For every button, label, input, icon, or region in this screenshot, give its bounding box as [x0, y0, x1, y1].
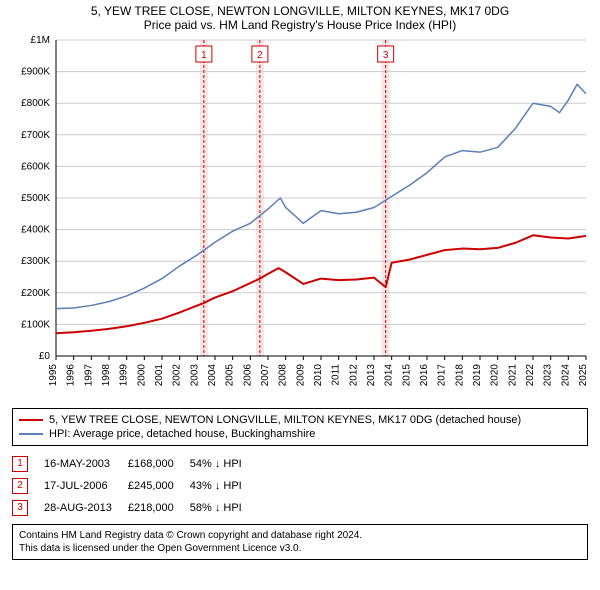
sale-diff: 54% ↓ HPI: [190, 456, 258, 472]
svg-text:£300K: £300K: [21, 256, 50, 267]
chart-title: 5, YEW TREE CLOSE, NEWTON LONGVILLE, MIL…: [8, 4, 592, 18]
svg-text:3: 3: [383, 50, 389, 61]
svg-text:1998: 1998: [101, 364, 112, 387]
svg-text:£700K: £700K: [21, 130, 50, 141]
table-row: 2 17-JUL-2006 £245,000 43% ↓ HPI: [12, 478, 258, 494]
sale-price: £168,000: [128, 456, 190, 472]
svg-text:2023: 2023: [543, 364, 554, 387]
legend-row-property: 5, YEW TREE CLOSE, NEWTON LONGVILLE, MIL…: [19, 413, 581, 427]
svg-text:2024: 2024: [560, 364, 571, 387]
svg-text:2003: 2003: [189, 364, 200, 387]
sale-marker-1: 1: [12, 456, 28, 472]
sale-price: £245,000: [128, 478, 190, 494]
svg-text:2022: 2022: [525, 364, 536, 387]
chart-subtitle: Price paid vs. HM Land Registry's House …: [8, 18, 592, 32]
svg-text:£1M: £1M: [31, 35, 50, 46]
svg-text:£200K: £200K: [21, 288, 50, 299]
svg-text:£400K: £400K: [21, 225, 50, 236]
svg-text:£800K: £800K: [21, 98, 50, 109]
sale-diff: 58% ↓ HPI: [190, 500, 258, 516]
svg-text:2010: 2010: [313, 364, 324, 387]
svg-text:2015: 2015: [401, 364, 412, 387]
svg-text:2012: 2012: [348, 364, 359, 387]
svg-text:£100K: £100K: [21, 319, 50, 330]
svg-text:2021: 2021: [507, 364, 518, 387]
sale-date: 16-MAY-2003: [44, 456, 128, 472]
legend-label-hpi: HPI: Average price, detached house, Buck…: [49, 428, 315, 440]
svg-text:1997: 1997: [83, 364, 94, 387]
svg-text:2002: 2002: [172, 364, 183, 387]
table-row: 3 28-AUG-2013 £218,000 58% ↓ HPI: [12, 500, 258, 516]
footer-line2: This data is licensed under the Open Gov…: [19, 542, 581, 555]
svg-text:2007: 2007: [260, 364, 271, 387]
sale-marker-2: 2: [12, 478, 28, 494]
svg-text:2001: 2001: [154, 364, 165, 387]
svg-text:1: 1: [201, 50, 207, 61]
sales-table: 1 16-MAY-2003 £168,000 54% ↓ HPI 2 17-JU…: [12, 450, 258, 522]
svg-text:2013: 2013: [366, 364, 377, 387]
footer-line1: Contains HM Land Registry data © Crown c…: [19, 529, 581, 542]
svg-text:2019: 2019: [472, 364, 483, 387]
sale-date: 28-AUG-2013: [44, 500, 128, 516]
svg-text:1999: 1999: [119, 364, 130, 387]
svg-text:2025: 2025: [578, 364, 589, 387]
legend-swatch-property: [19, 419, 43, 421]
svg-text:£0: £0: [39, 351, 51, 362]
chart-area: £0 £100K £200K £300K £400K £500K £600K £700K £80…: [0, 34, 600, 404]
svg-text:2009: 2009: [295, 364, 306, 387]
svg-text:1996: 1996: [66, 364, 77, 387]
sale-price: £218,000: [128, 500, 190, 516]
legend-label-property: 5, YEW TREE CLOSE, NEWTON LONGVILLE, MIL…: [49, 414, 521, 426]
svg-text:2005: 2005: [225, 364, 236, 387]
svg-text:2016: 2016: [419, 364, 430, 387]
footer: Contains HM Land Registry data © Crown c…: [12, 524, 588, 560]
svg-text:£500K: £500K: [21, 193, 50, 204]
svg-text:2014: 2014: [384, 364, 395, 387]
svg-text:2006: 2006: [242, 364, 253, 387]
sale-date: 17-JUL-2006: [44, 478, 128, 494]
legend-swatch-hpi: [19, 433, 43, 435]
chart-svg: £0 £100K £200K £300K £400K £500K £600K £700K £80…: [0, 34, 600, 404]
svg-text:2: 2: [257, 50, 263, 61]
sale-marker-3: 3: [12, 500, 28, 516]
svg-text:2020: 2020: [490, 364, 501, 387]
legend-row-hpi: HPI: Average price, detached house, Buck…: [19, 427, 581, 441]
svg-text:2017: 2017: [437, 364, 448, 387]
svg-text:2011: 2011: [331, 364, 342, 386]
legend: 5, YEW TREE CLOSE, NEWTON LONGVILLE, MIL…: [12, 408, 588, 446]
sale-diff: 43% ↓ HPI: [190, 478, 258, 494]
svg-text:2008: 2008: [278, 364, 289, 387]
svg-text:£600K: £600K: [21, 161, 50, 172]
svg-text:1995: 1995: [48, 364, 59, 387]
table-row: 1 16-MAY-2003 £168,000 54% ↓ HPI: [12, 456, 258, 472]
svg-text:2000: 2000: [136, 364, 147, 387]
svg-text:2018: 2018: [454, 364, 465, 387]
svg-text:2004: 2004: [207, 364, 218, 387]
svg-text:£900K: £900K: [21, 67, 50, 78]
